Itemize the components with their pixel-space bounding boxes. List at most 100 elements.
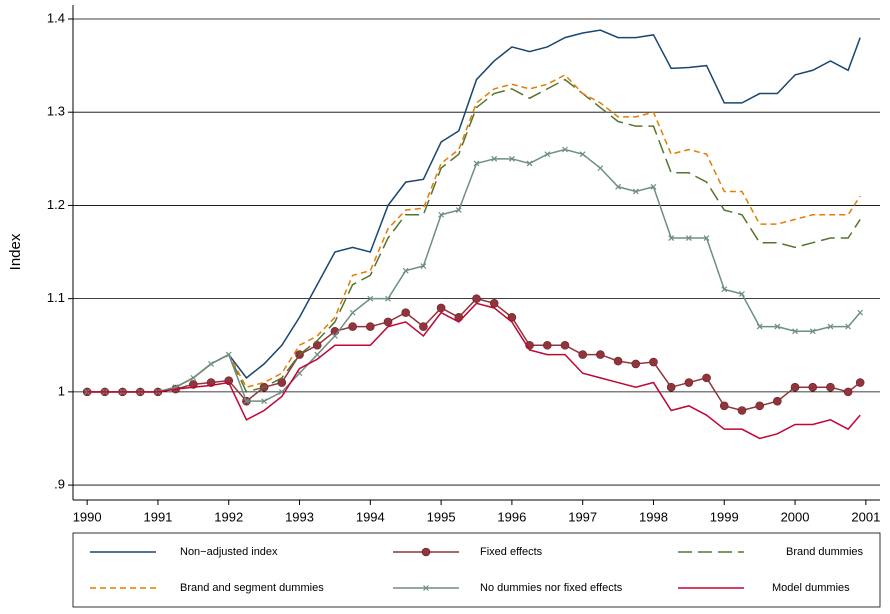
point [774,323,781,330]
point [827,323,834,330]
x-tick-label: 1992 [214,509,243,524]
point [808,382,818,392]
x-tick-label: 2001 [851,509,880,524]
point [578,350,587,359]
y-tick-label: .9 [54,477,65,492]
point [650,183,657,190]
x-tick-label: 2000 [781,509,810,524]
point [702,373,711,383]
point [489,299,499,308]
x-tick-label: 1990 [73,509,102,524]
point [845,323,852,330]
point [632,188,639,195]
legend-label: Model dummies [772,582,850,594]
point [613,356,623,366]
point [739,291,745,297]
legend-label: Non−adjusted index [180,546,278,558]
point [790,382,800,392]
point [684,378,694,387]
point [367,295,374,302]
point [666,382,676,392]
y-tick-label: 1.4 [47,10,65,25]
y-tick-label: 1.3 [47,104,65,119]
series-line [87,297,861,412]
point [348,322,357,331]
point [225,351,232,358]
point [314,351,321,358]
point [208,360,214,367]
series-line [87,302,861,440]
point [855,378,865,387]
legend-box [72,532,881,608]
point [737,406,747,415]
point [436,303,446,313]
x-tick-label: 1991 [143,509,172,524]
point [420,263,427,269]
point [773,396,782,406]
point [383,317,393,327]
series-line [87,148,861,402]
point [366,322,375,331]
series-line [87,29,861,393]
point [615,183,622,190]
point [331,333,338,339]
point [455,207,462,214]
x-tick-label: 1993 [285,509,314,524]
point [190,374,197,381]
x-tick-label: 1997 [568,509,597,524]
y-tick-label: 1 [58,383,65,398]
y-axis-label: Index [7,233,24,270]
point [385,295,391,302]
point [668,235,675,241]
point [703,235,710,241]
legend-label: Brand and segment dummies [180,582,324,594]
point [755,401,764,411]
point [491,155,498,162]
x-tick-label: 1994 [356,509,385,524]
legend-label: Brand dummies [786,546,864,558]
x-tick-label: 1998 [639,509,668,524]
legend-label: Fixed effects [480,546,543,558]
point [472,294,481,303]
point [508,155,515,162]
point [419,322,428,331]
point [544,151,551,158]
point [756,323,763,330]
point [473,160,480,167]
point [631,359,641,369]
point [562,146,568,153]
point [597,165,604,172]
point [685,235,692,241]
y-tick-label: 1.2 [47,197,65,212]
x-tick-label: 1999 [710,509,739,524]
x-tick-label: 1995 [427,509,456,524]
point [596,350,605,359]
point [401,308,411,317]
point [312,340,322,350]
point [719,401,729,411]
point [526,160,533,167]
x-tick-label: 1996 [497,509,526,524]
legend-label: No dummies nor fixed effects [480,582,623,594]
point [261,398,268,405]
series-line [87,73,861,393]
point [579,151,586,158]
point [826,382,835,392]
point [349,309,356,316]
point [721,286,728,293]
series-line [87,78,861,393]
legend-marker [421,547,431,557]
point [857,309,864,316]
point [542,340,552,350]
point [792,328,798,335]
point [438,211,445,218]
legend-marker [423,585,429,591]
point [560,340,570,350]
point [843,387,853,397]
y-tick-label: 1.1 [47,290,65,305]
point [809,328,816,335]
point [243,398,250,405]
point [649,357,658,367]
